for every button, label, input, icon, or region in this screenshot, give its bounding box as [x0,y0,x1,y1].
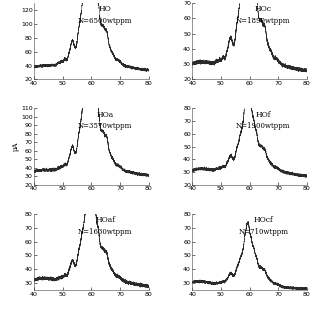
Text: HOcf: HOcf [254,216,273,224]
Text: N=6500wtppm: N=6500wtppm [78,17,132,25]
Y-axis label: μA: μA [12,142,20,151]
Text: N=3570wtppm: N=3570wtppm [78,122,132,130]
Text: HOaf: HOaf [95,216,115,224]
Text: HO: HO [99,5,112,13]
Text: HOa: HOa [96,111,114,119]
Text: HOf: HOf [255,111,271,119]
Text: N=710wtppm: N=710wtppm [238,227,288,236]
Text: N=1900wtppm: N=1900wtppm [236,122,290,130]
Text: HOc: HOc [255,5,272,13]
Text: N=1890wtppm: N=1890wtppm [236,17,290,25]
Text: N=1630wtppm: N=1630wtppm [78,227,132,236]
